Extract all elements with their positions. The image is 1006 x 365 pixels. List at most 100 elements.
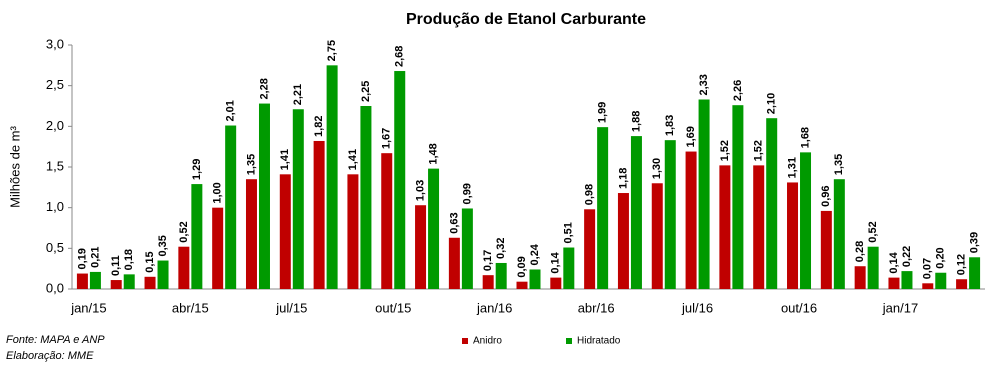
value-label: 1,29 — [191, 159, 203, 180]
bar — [800, 152, 812, 289]
bar — [415, 205, 427, 289]
value-label: 1,48 — [427, 143, 439, 164]
bar — [719, 165, 731, 289]
value-label: 0,11 — [110, 255, 122, 276]
value-label: 2,33 — [698, 74, 710, 95]
bar — [123, 274, 135, 289]
value-label: 2,26 — [732, 80, 744, 101]
bar — [89, 271, 101, 289]
bar — [922, 283, 934, 289]
value-label: 1,68 — [799, 127, 811, 148]
y-tick-label: 2,0 — [46, 118, 64, 133]
bar — [428, 168, 440, 289]
bar — [550, 277, 562, 289]
value-label: 1,83 — [664, 115, 676, 136]
bar — [854, 266, 866, 289]
bar — [753, 165, 765, 289]
value-label: 2,75 — [326, 40, 338, 61]
bar — [495, 262, 507, 289]
value-label: 1,00 — [212, 182, 224, 203]
value-label: 1,35 — [245, 154, 257, 175]
value-label: 1,35 — [833, 154, 845, 175]
bar — [956, 279, 968, 289]
bar — [347, 174, 359, 289]
bar — [326, 65, 338, 289]
value-label: 0,98 — [584, 184, 596, 205]
y-tick-label: 1,0 — [46, 199, 64, 214]
bar — [292, 109, 304, 290]
value-label: 1,41 — [347, 149, 359, 170]
bar — [597, 127, 609, 289]
bar — [394, 71, 406, 289]
bar — [867, 246, 879, 289]
value-label: 2,21 — [292, 84, 304, 105]
bar — [76, 273, 88, 289]
x-tick-label: abr/15 — [172, 300, 209, 315]
bar — [461, 208, 473, 289]
value-label: 0,18 — [123, 249, 135, 270]
credit-note: Elaboração: MME — [6, 350, 94, 362]
value-label: 0,52 — [867, 221, 879, 242]
bar — [732, 105, 744, 289]
bar — [787, 182, 799, 289]
x-tick-label: jan/16 — [476, 300, 512, 315]
value-label: 1,31 — [786, 157, 798, 178]
value-label: 0,07 — [922, 258, 934, 279]
value-label: 1,82 — [313, 116, 325, 137]
value-label: 1,52 — [719, 140, 731, 161]
bar — [888, 277, 900, 289]
value-label: 0,20 — [935, 247, 947, 268]
bar — [313, 140, 325, 289]
bar — [448, 237, 460, 289]
x-tick-label: jan/15 — [70, 300, 106, 315]
bar — [630, 136, 642, 289]
bar — [820, 210, 832, 289]
legend-swatch — [566, 338, 572, 344]
bar — [969, 257, 981, 289]
value-label: 1,18 — [617, 168, 629, 189]
bar — [110, 280, 122, 289]
chart-title: Produção de Etanol Carburante — [406, 11, 646, 28]
bar — [901, 271, 913, 289]
y-tick-label: 0,0 — [46, 280, 64, 295]
bar — [664, 140, 676, 289]
y-axis-label: Milhões de m³ — [7, 126, 22, 208]
source-note: Fonte: MAPA e ANP — [6, 334, 105, 346]
bar — [191, 184, 203, 289]
bar — [766, 118, 778, 289]
value-label: 1,52 — [753, 140, 765, 161]
x-tick-label: jul/15 — [275, 300, 307, 315]
value-label: 0,35 — [157, 235, 169, 256]
y-tick-label: 0,5 — [46, 240, 64, 255]
value-label: 2,25 — [360, 81, 372, 102]
value-label: 1,30 — [651, 158, 663, 179]
value-label: 1,67 — [381, 128, 393, 149]
value-label: 0,09 — [516, 256, 528, 277]
bar — [563, 247, 575, 289]
bar — [617, 193, 629, 289]
bar — [833, 179, 845, 289]
bar — [482, 275, 494, 289]
bar — [584, 209, 596, 289]
bar — [212, 207, 224, 289]
x-tick-label: abr/16 — [578, 300, 615, 315]
bar — [178, 246, 190, 289]
bar — [360, 106, 372, 289]
value-label: 2,10 — [766, 93, 778, 114]
value-label: 0,51 — [563, 222, 575, 243]
value-label: 0,14 — [888, 251, 900, 273]
legend-swatch — [462, 338, 468, 344]
bar — [225, 125, 237, 290]
value-label: 0,28 — [854, 241, 866, 262]
value-label: 0,17 — [482, 250, 494, 271]
value-label: 1,99 — [597, 102, 609, 123]
value-label: 1,41 — [279, 149, 291, 170]
value-label: 2,01 — [225, 100, 237, 121]
value-label: 0,22 — [901, 246, 913, 267]
value-label: 0,12 — [955, 254, 967, 275]
x-tick-label: jan/17 — [882, 300, 918, 315]
y-tick-label: 2,5 — [46, 77, 64, 92]
bar — [698, 99, 710, 289]
value-label: 2,28 — [258, 78, 270, 99]
